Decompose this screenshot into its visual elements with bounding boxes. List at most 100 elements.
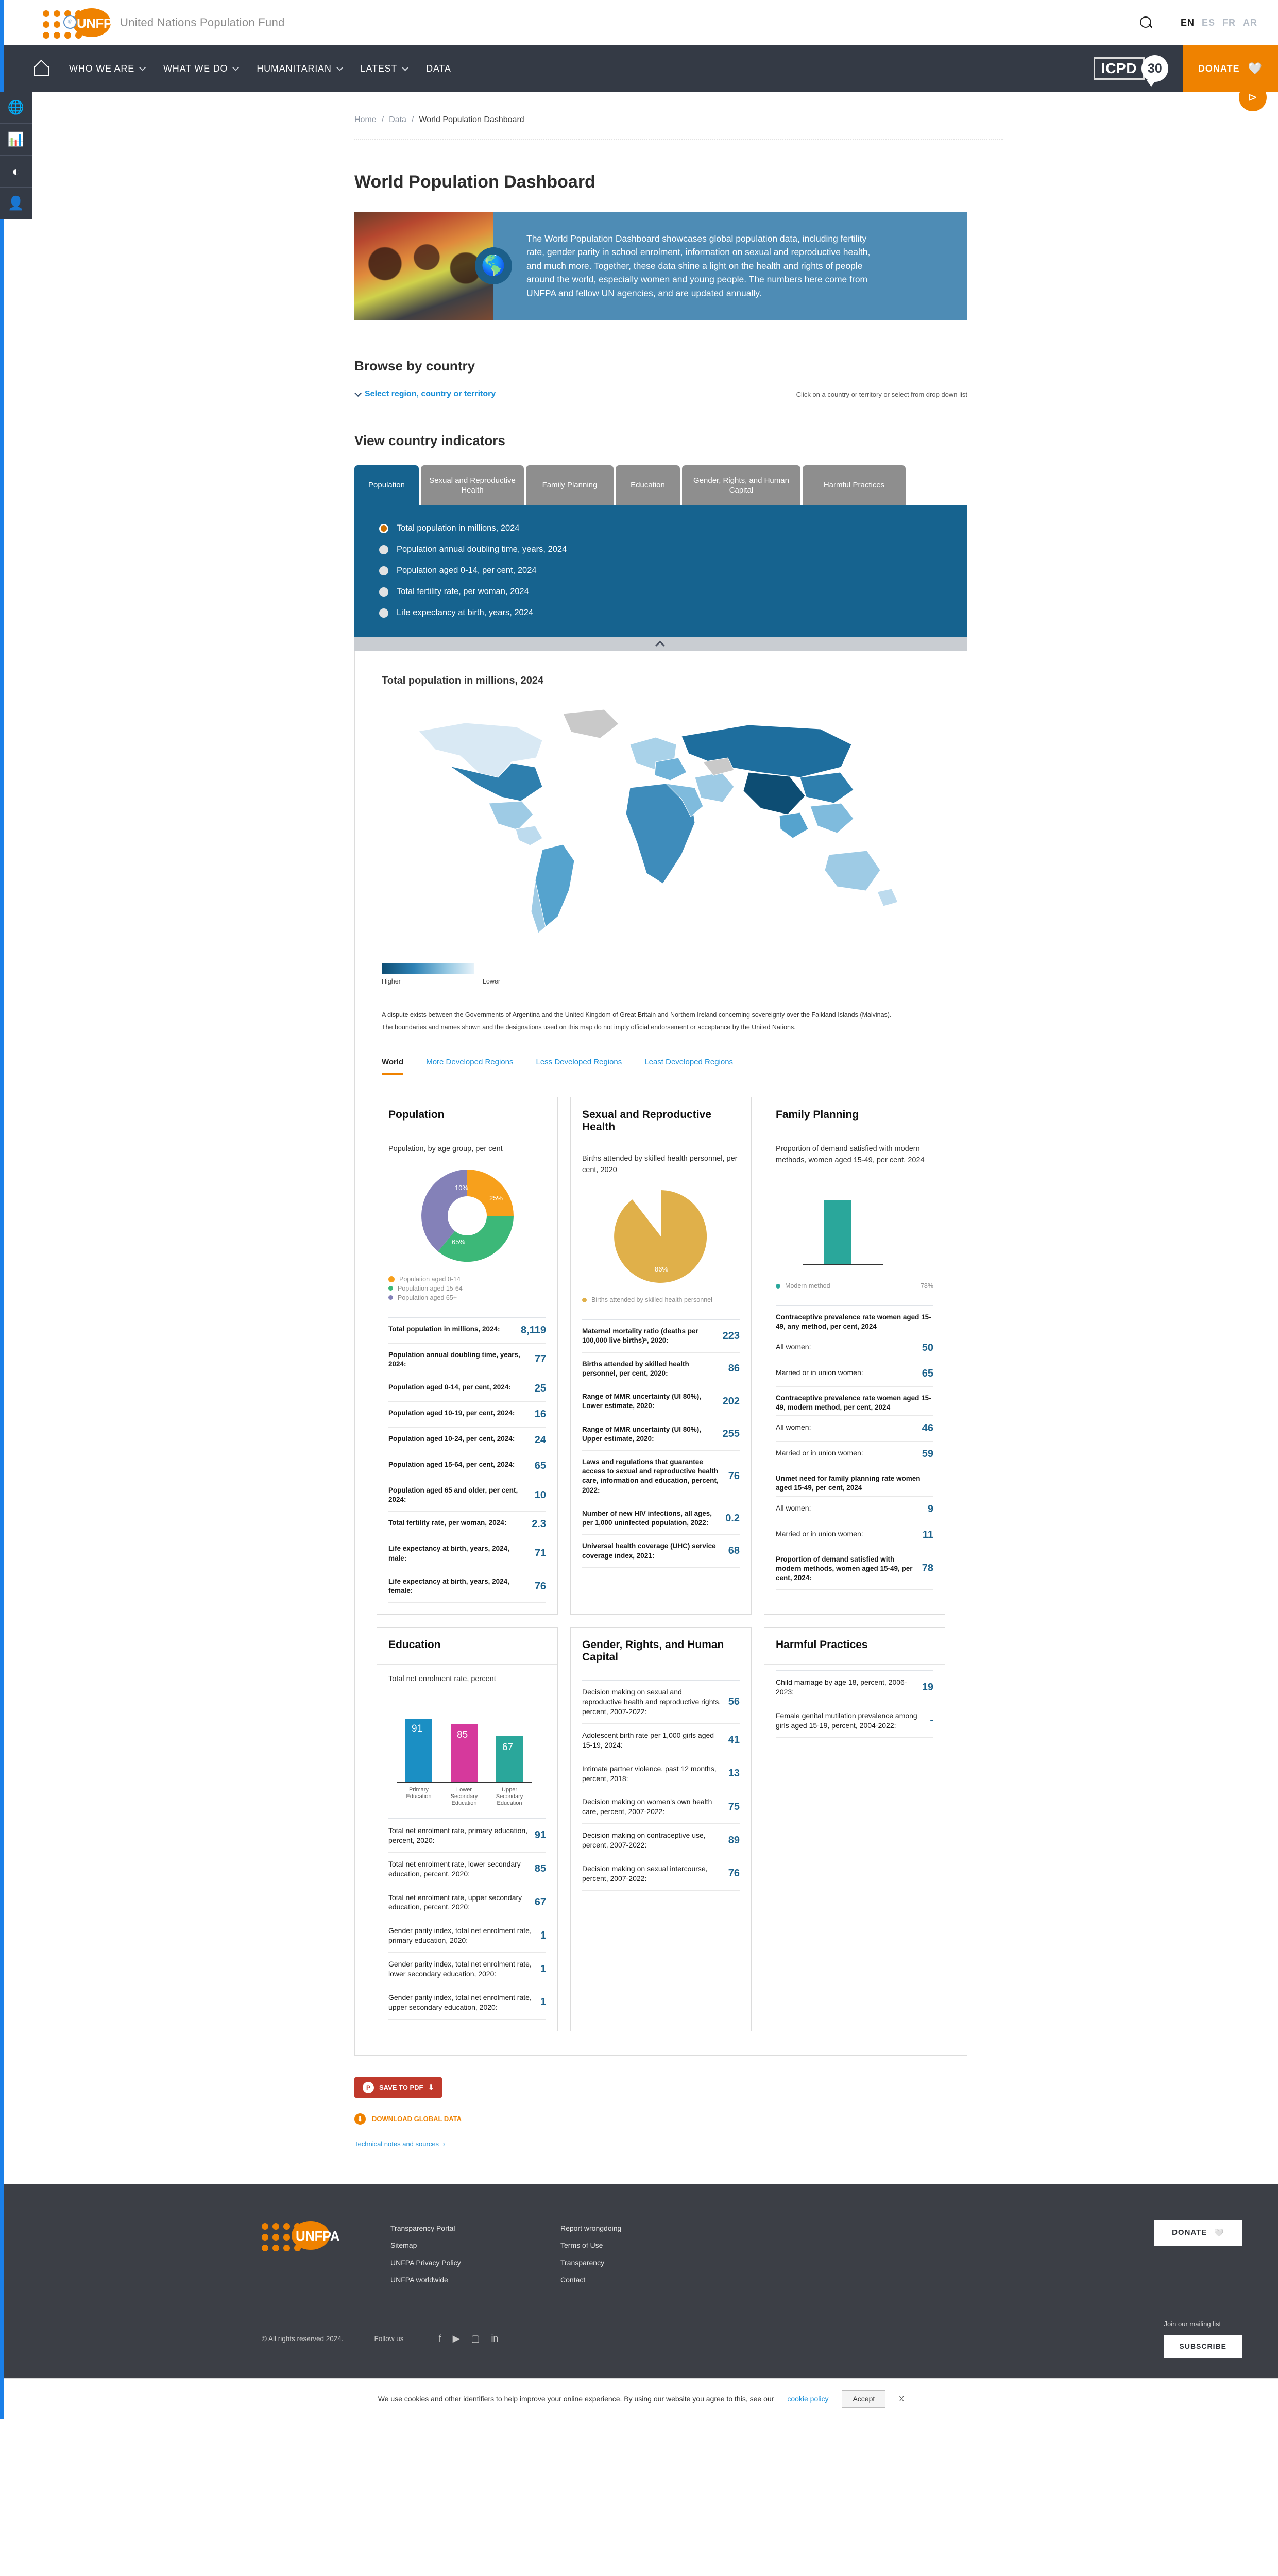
row-label: Child marriage by age 18, percent, 2006-… [776, 1677, 916, 1697]
rail-globe-icon[interactable]: 🌐 [0, 92, 32, 124]
footer-bottom: © All rights reserved 2024. Follow us 𝇷 … [4, 2289, 1278, 2358]
radio-icon[interactable] [379, 608, 388, 618]
row-label: Population aged 10-19, per cent, 2024: [388, 1409, 529, 1418]
footer-link-report-wrongdoing[interactable]: Report wrongdoing [560, 2220, 730, 2238]
rail-chart-icon[interactable]: 📊 [0, 124, 32, 156]
tab-family-planning[interactable]: Family Planning [526, 465, 614, 505]
table-row: All women: 46 [776, 1416, 933, 1442]
indicator-option-life-expectancy[interactable]: Life expectancy at birth, years, 2024 [354, 602, 967, 623]
rail-pie-chart-icon[interactable]: ◐ [0, 156, 32, 188]
row-value: 25 [535, 1383, 546, 1395]
row-value: - [930, 1715, 933, 1726]
row-label: All women: [776, 1503, 922, 1513]
indicator-option-aged-0-14[interactable]: Population aged 0-14, per cent, 2024 [354, 560, 967, 581]
region-tab-less-developed[interactable]: Less Developed Regions [536, 1058, 622, 1075]
region-tab-least-developed[interactable]: Least Developed Regions [644, 1058, 733, 1075]
technical-notes-link[interactable]: Technical notes and sources › [354, 2140, 967, 2148]
close-icon[interactable]: X [899, 2395, 904, 2403]
breadcrumb-data[interactable]: Data [389, 115, 406, 125]
footer-link-transparency-portal[interactable]: Transparency Portal [390, 2220, 560, 2238]
world-map[interactable] [355, 700, 967, 958]
facebook-icon[interactable]: f [439, 2333, 441, 2344]
footer-link-unfpa-worldwide[interactable]: UNFPA worldwide [390, 2272, 560, 2289]
download-global-data-button[interactable]: ⬇ DOWNLOAD GLOBAL DATA [354, 2113, 967, 2125]
icpd30-logo[interactable]: ICPD 30 [1094, 55, 1168, 82]
row-label: Decision making on contraceptive use, pe… [582, 1831, 722, 1850]
indicator-label: Population annual doubling time, years, … [397, 545, 567, 554]
population-rows: Total population in millions, 2024: 8,119… [388, 1317, 546, 1615]
tab-harmful-practices[interactable]: Harmful Practices [803, 465, 906, 505]
row-value: 9 [928, 1503, 933, 1515]
breadcrumb-sep: / [412, 115, 414, 125]
tab-population[interactable]: Population [354, 465, 419, 505]
radio-icon[interactable] [379, 587, 388, 597]
radio-icon[interactable] [379, 566, 388, 575]
site-footer: UNFPA Transparency Portal Sitemap UNFPA … [4, 2184, 1278, 2378]
lang-en[interactable]: EN [1181, 18, 1195, 28]
world-map-svg[interactable] [388, 700, 934, 947]
hero-description: The World Population Dashboard showcases… [526, 232, 887, 300]
region-tab-world[interactable]: World [382, 1058, 403, 1075]
instagram-icon[interactable]: ▢ [471, 2333, 480, 2344]
nav-item-latest[interactable]: LATEST [361, 63, 406, 74]
icpd-label: ICPD [1094, 57, 1145, 80]
cookie-policy-link[interactable]: cookie policy [787, 2395, 828, 2403]
rail-person-icon[interactable]: 👤 [0, 188, 32, 219]
footer-link-sitemap[interactable]: Sitemap [390, 2237, 560, 2255]
footer-link-contact[interactable]: Contact [560, 2272, 730, 2289]
nav-item-data[interactable]: DATA [426, 63, 451, 74]
legend-item: Population aged 65+ [388, 1293, 546, 1302]
collapse-toggle[interactable] [354, 637, 967, 651]
row-value: 77 [535, 1353, 546, 1365]
card-harmful-practices: Harmful Practices Child marriage by age … [764, 1627, 945, 2031]
logo-text: UNFPA [77, 15, 121, 31]
site-name: United Nations Population Fund [120, 16, 285, 29]
footer-link-transparency[interactable]: Transparency [560, 2255, 730, 2272]
select-region-dropdown[interactable]: Select region, country or territory [354, 389, 496, 399]
lang-es[interactable]: ES [1202, 18, 1215, 28]
table-row: Range of MMR uncertainty (UI 80%), Upper… [582, 1418, 740, 1451]
group-header: Unmet need for family planning rate wome… [776, 1467, 933, 1496]
nav-item-who-we-are[interactable]: WHO WE ARE [69, 63, 144, 74]
indicator-option-total-population[interactable]: Total population in millions, 2024 [354, 518, 967, 539]
radio-icon[interactable] [379, 545, 388, 554]
footer-donate-button[interactable]: DONATE 🤍 [1154, 2220, 1242, 2246]
linkedin-icon[interactable]: in [491, 2333, 498, 2344]
indicator-option-fertility-rate[interactable]: Total fertility rate, per woman, 2024 [354, 581, 967, 602]
nav-item-what-we-do[interactable]: WHAT WE DO [163, 63, 237, 74]
row-label: Decision making on women's own health ca… [582, 1797, 722, 1817]
search-icon[interactable] [1139, 15, 1153, 30]
lang-fr[interactable]: FR [1222, 18, 1236, 28]
tab-gender-rights-human-capital[interactable]: Gender, Rights, and Human Capital [682, 465, 800, 505]
tab-sexual-reproductive-health[interactable]: Sexual and Reproductive Health [421, 465, 524, 505]
lang-ar[interactable]: AR [1243, 18, 1257, 28]
tab-education[interactable]: Education [616, 465, 680, 505]
youtube-icon[interactable]: ▶ [453, 2333, 460, 2344]
subscribe-button[interactable]: SUBSCRIBE [1164, 2335, 1242, 2358]
card-population: Population Population, by age group, per… [377, 1097, 558, 1615]
row-value: 223 [723, 1330, 740, 1342]
footer-link-terms-of-use[interactable]: Terms of Use [560, 2237, 730, 2255]
indicator-option-doubling-time[interactable]: Population annual doubling time, years, … [354, 539, 967, 560]
social-links: 𝇷 f ▶ ▢ in [428, 2333, 499, 2344]
download-icon: ⬇ [354, 2113, 366, 2125]
donate-button[interactable]: DONATE 🤍 [1183, 45, 1278, 92]
footer-link-privacy-policy[interactable]: UNFPA Privacy Policy [390, 2255, 560, 2272]
content: Home / Data / World Population Dashboard… [4, 92, 1278, 2148]
table-row: Adolescent birth rate per 1,000 girls ag… [582, 1724, 740, 1757]
home-icon[interactable] [34, 62, 48, 75]
share-icon[interactable]: ⊳ [1239, 83, 1267, 111]
accept-button[interactable]: Accept [842, 2390, 885, 2408]
region-tab-more-developed[interactable]: More Developed Regions [426, 1058, 513, 1075]
save-to-pdf-button[interactable]: P SAVE TO PDF ⬇ [354, 2077, 442, 2098]
footer-logo[interactable]: UNFPA [262, 2220, 390, 2289]
unfpa-logo[interactable]: ⚛ UNFPA United Nations Population Fund [43, 7, 285, 38]
table-row: Number of new HIV infections, all ages, … [582, 1502, 740, 1535]
map-disclaimer-line2: The boundaries and names shown and the d… [382, 1021, 940, 1033]
nav-item-humanitarian[interactable]: HUMANITARIAN [257, 63, 340, 74]
radio-icon[interactable] [379, 524, 388, 533]
table-row: Maternal mortality ratio (deaths per 100… [582, 1320, 740, 1352]
divider [354, 139, 1003, 140]
breadcrumb-home[interactable]: Home [354, 115, 377, 125]
table-row: Female genital mutilation prevalence amo… [776, 1704, 933, 1738]
